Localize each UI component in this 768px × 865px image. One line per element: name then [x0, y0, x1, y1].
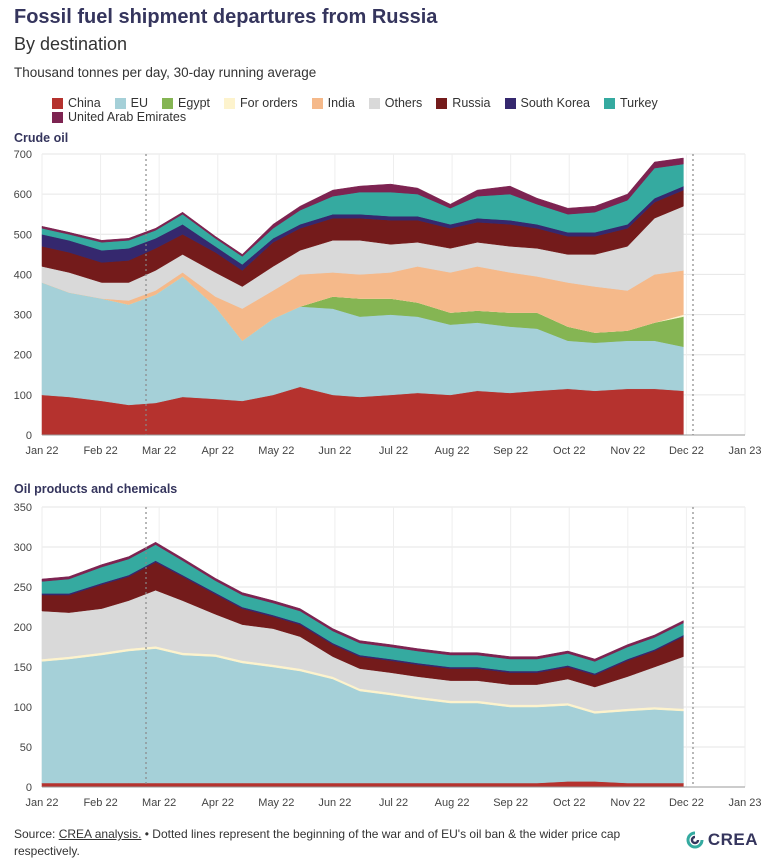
x-tick-label: Feb 22 [83, 445, 117, 457]
y-tick-label: 0 [26, 430, 32, 442]
x-tick-label: Sep 22 [493, 797, 528, 809]
chart-subtitle: By destination [14, 34, 128, 54]
legend-item[interactable]: United Arab Emirates [52, 110, 186, 124]
legend-swatch [436, 97, 448, 109]
x-tick-label: Aug 22 [435, 797, 470, 809]
x-tick-label: May 22 [258, 797, 294, 809]
legend-label: China [68, 96, 101, 110]
x-tick-label: Mar 22 [142, 445, 176, 457]
x-tick-label: Sep 22 [493, 445, 528, 457]
source-note: Source: CREA analysis. • Dotted lines re… [14, 826, 654, 860]
y-tick-label: 100 [14, 390, 32, 402]
panel-title-products: Oil products and chemicals [14, 482, 178, 496]
x-tick-label: Apr 22 [202, 445, 234, 457]
legend-label: Turkey [620, 96, 658, 110]
y-tick-label: 400 [14, 269, 32, 281]
legend-label: United Arab Emirates [68, 110, 187, 124]
legend-item[interactable]: For orders [224, 96, 298, 110]
y-tick-label: 350 [14, 502, 32, 514]
x-tick-label: Nov 22 [610, 797, 645, 809]
legend-item[interactable]: Turkey [604, 96, 658, 110]
legend-swatch [311, 97, 323, 109]
y-tick-label: 700 [14, 149, 32, 161]
panel-title-crude: Crude oil [14, 131, 69, 145]
x-tick-label: Aug 22 [435, 445, 470, 457]
legend-item[interactable]: South Korea [504, 96, 591, 110]
x-tick-label: May 22 [258, 445, 294, 457]
legend-label: South Korea [520, 96, 591, 110]
chart-title: Fossil fuel shipment departures from Rus… [14, 6, 438, 28]
crude-oil-chart: 0 100 200 300 400 500 600 700 Jan 22 Feb 22 Mar 22… [14, 149, 762, 457]
chart-units: Thousand tonnes per day, 30-day running … [14, 65, 317, 80]
x-tick-label: Jun 22 [318, 797, 351, 809]
x-tick-label: Dec 22 [669, 445, 704, 457]
legend-item[interactable]: Egypt [162, 96, 210, 110]
x-tick-label: Jun 22 [318, 445, 351, 457]
legend-label: EU [130, 96, 149, 110]
x-tick-label: Oct 22 [553, 445, 585, 457]
x-tick-label: Jan 23 [728, 445, 761, 457]
x-tick-label: Apr 22 [202, 797, 234, 809]
legend-label: Others [384, 96, 423, 110]
y-tick-label: 250 [14, 582, 32, 594]
source-prefix: Source: [14, 827, 59, 841]
area-united-arab-emirates[interactable] [41, 541, 684, 662]
y-tick-label: 150 [14, 662, 32, 674]
legend-swatch [114, 97, 126, 109]
y-tick-label: 600 [14, 189, 32, 201]
legend-label: Russia [452, 96, 491, 110]
x-tick-label: Dec 22 [669, 797, 704, 809]
x-tick-label: Nov 22 [610, 445, 645, 457]
legend-item[interactable]: EU [114, 96, 149, 110]
legend-item[interactable]: China [52, 96, 101, 110]
legend-swatch [224, 97, 236, 109]
legend-swatch [368, 97, 380, 109]
x-tick-label: Oct 22 [553, 797, 585, 809]
legend-swatch [504, 97, 516, 109]
y-tick-label: 50 [20, 742, 32, 754]
legend-item[interactable]: India [311, 96, 355, 110]
y-tick-label: 300 [14, 542, 32, 554]
legend: China EU Egypt For orders India Others Russia S… [52, 96, 762, 124]
legend-item[interactable]: Russia [436, 96, 491, 110]
legend-label: For orders [240, 96, 298, 110]
y-tick-label: 0 [26, 782, 32, 794]
y-tick-label: 100 [14, 702, 32, 714]
legend-swatch [604, 97, 616, 109]
legend-swatch [162, 97, 174, 109]
legend-item[interactable]: Others [368, 96, 423, 110]
y-tick-label: 200 [14, 622, 32, 634]
y-tick-label: 200 [14, 350, 32, 362]
area-united-arab-emirates[interactable] [41, 157, 684, 257]
crea-logo-text: CREA [707, 830, 758, 849]
legend-label: India [327, 96, 355, 110]
legend-swatch [52, 97, 63, 109]
x-tick-label: Jul 22 [379, 797, 408, 809]
legend-label: Egypt [178, 96, 211, 110]
x-tick-label: Jan 23 [728, 797, 761, 809]
x-tick-label: Jan 22 [25, 445, 58, 457]
y-tick-label: 300 [14, 310, 32, 322]
legend-swatch [52, 111, 63, 123]
crea-logo-icon [686, 831, 704, 849]
x-tick-label: Jan 22 [25, 797, 58, 809]
source-link[interactable]: CREA analysis. [58, 827, 142, 841]
source-text: • Dotted lines represent the beginning o… [14, 827, 621, 858]
x-tick-label: Mar 22 [142, 797, 176, 809]
x-tick-label: Jul 22 [379, 445, 408, 457]
crea-logo: CREA [686, 830, 758, 850]
x-tick-label: Feb 22 [83, 797, 117, 809]
y-tick-label: 500 [14, 229, 32, 241]
oil-products-chart: 0 50 100 150 200 250 300 350 Jan 22 Feb 22 Mar 22 A… [14, 502, 762, 809]
